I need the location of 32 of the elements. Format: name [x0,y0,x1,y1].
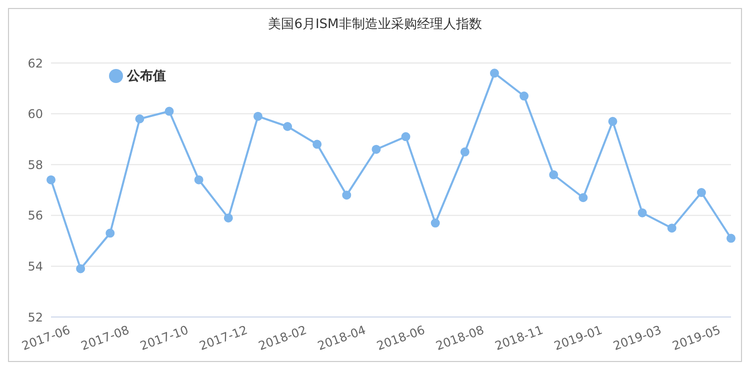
point [578,193,588,202]
y-tick-label: 54 [28,259,43,274]
point [638,208,647,218]
point [430,218,440,228]
point [342,190,352,200]
point [460,147,470,156]
point [135,114,144,124]
point [372,144,381,154]
y-tick-label: 52 [28,310,43,324]
point [696,188,706,198]
point [194,175,204,184]
point [608,116,618,126]
point [106,228,115,238]
point [253,112,262,121]
point [490,68,499,78]
point [549,170,558,180]
point [401,132,410,142]
y-tick-label: 58 [28,158,43,172]
point [667,224,676,233]
point [46,175,56,184]
chart-title: 美国6月ISM非制造业采购经理人指数 [267,16,483,34]
y-tick-label: 62 [28,56,43,70]
point [76,264,86,274]
point [312,140,322,149]
point [520,92,529,101]
point [283,122,292,131]
legend-label: 公布值 [127,69,166,84]
point [224,213,233,222]
y-tick-label: 60 [28,107,43,122]
point [726,234,736,243]
point [164,106,174,116]
y-tick-label: 56 [28,208,43,223]
